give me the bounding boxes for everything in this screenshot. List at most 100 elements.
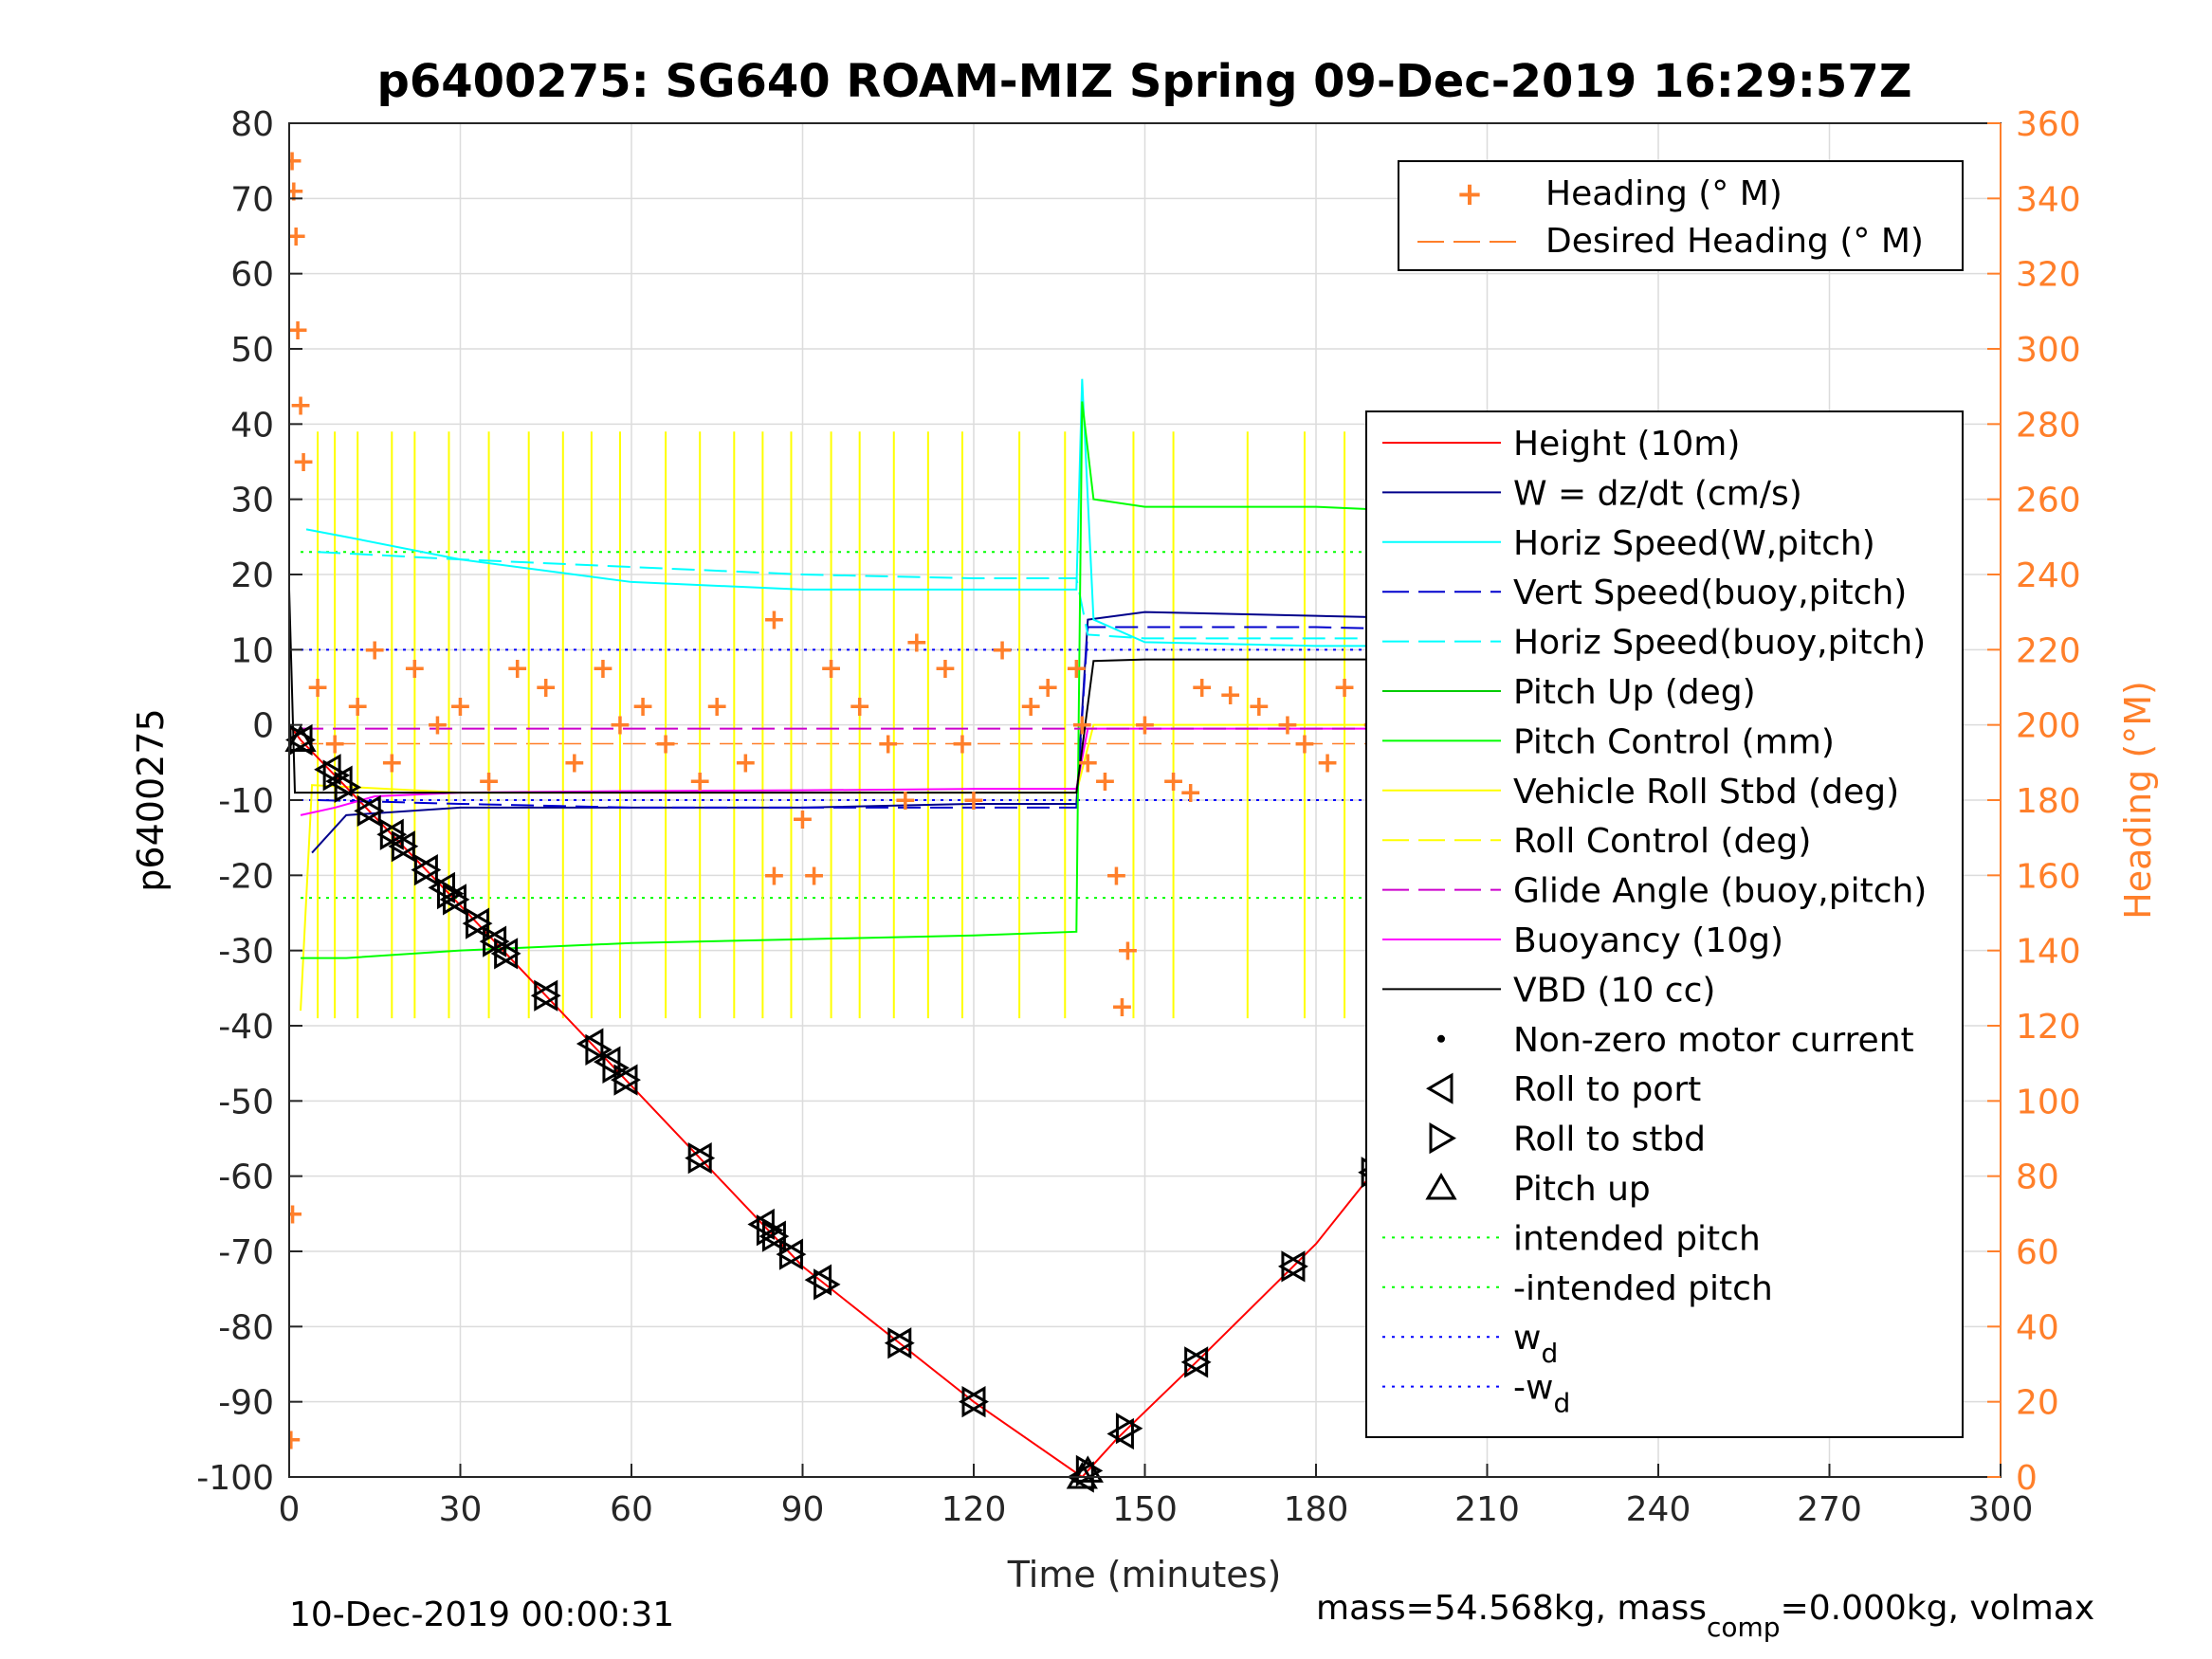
heading-marker: +	[1116, 935, 1140, 968]
heading-marker: +	[477, 765, 501, 798]
heading-marker: +	[1065, 652, 1088, 685]
heading-marker: +	[819, 652, 843, 685]
y-tick-label: 20	[230, 556, 274, 595]
roll-to-stbd-marker	[288, 723, 317, 757]
roll-to-stbd-marker	[442, 884, 470, 916]
heading-marker: +	[505, 652, 529, 685]
y2-tick-label: 80	[2016, 1158, 2059, 1197]
heading-marker: +	[762, 859, 786, 892]
legend-label: Roll to port	[1513, 1070, 1701, 1109]
roll-to-stbd-marker	[961, 1386, 989, 1418]
legend-label: -intended pitch	[1513, 1269, 1773, 1308]
heading-marker: +	[791, 803, 814, 836]
heading-legend: + Heading (° M) Desired Heading (° M)	[1398, 160, 1964, 271]
heading-marker: +	[281, 1197, 304, 1231]
heading-marker: +	[288, 390, 312, 423]
legend-label: Non-zero motor current	[1513, 1021, 1914, 1060]
x-tick-label: 240	[1626, 1490, 1691, 1529]
legend-label: W = dz/dt (cm/s)	[1513, 474, 1802, 513]
legend-label: Roll to stbd	[1513, 1121, 1706, 1159]
y-tick-label: -70	[218, 1233, 274, 1272]
x-tick-label: 210	[1454, 1490, 1520, 1529]
y2-ticks: 3603403203002802602402202001801601401201…	[1987, 105, 2081, 1498]
legend-label: wd	[1513, 1319, 1558, 1369]
legend-swatch	[1426, 1072, 1453, 1104]
heading-marker: +	[705, 690, 729, 723]
legend-label: Roll Control (deg)	[1513, 822, 1811, 861]
heading-marker-icon: +	[1456, 175, 1484, 213]
chart-title: p6400275: SG640 ROAM-MIZ Spring 09-Dec-2…	[376, 55, 1911, 108]
y2-tick-label: 200	[2016, 707, 2081, 746]
pitch-up-marker	[1071, 1455, 1104, 1483]
y2-tick-label: 240	[2016, 556, 2081, 595]
heading-marker: +	[734, 746, 758, 779]
legend-label: Buoyancy (10g)	[1513, 921, 1783, 960]
roll-to-stbd-marker	[585, 1033, 612, 1066]
y-tick-label: -20	[218, 857, 274, 896]
y2-tick-label: 20	[2016, 1384, 2059, 1423]
roll-to-stbd-marker	[494, 938, 521, 970]
pitch-up-marker	[284, 724, 317, 753]
roll-to-stbd-marker	[436, 877, 465, 910]
heading-marker: +	[762, 604, 786, 637]
roll-to-stbd-marker	[778, 1238, 807, 1270]
heading-marker: +	[1333, 671, 1357, 704]
x-axis-label: Time (minutes)	[1007, 1554, 1282, 1595]
y2-tick-label: 320	[2016, 256, 2081, 295]
legend-label: Horiz Speed(buoy,pitch)	[1513, 624, 1926, 663]
x-tick-label: 0	[279, 1490, 301, 1529]
heading-marker: +	[1133, 709, 1157, 742]
x-tick-label: 300	[1968, 1490, 2034, 1529]
y-tick-label: -40	[218, 1008, 274, 1047]
y2-tick-label: 180	[2016, 782, 2081, 821]
heading-marker: +	[1019, 690, 1043, 723]
y2-tick-label: 340	[2016, 180, 2081, 219]
y-tick-label: 50	[230, 331, 274, 370]
roll-to-stbd-marker	[887, 1327, 915, 1359]
heading-marker: +	[591, 652, 614, 685]
heading-marker: +	[802, 859, 826, 892]
footer-mass-main: mass=54.568kg, mass	[1316, 1589, 1707, 1628]
roll-to-stbd-marker	[413, 854, 442, 886]
legend-label: Pitch Up (deg)	[1513, 673, 1756, 712]
legend-swatch	[1437, 1034, 1445, 1043]
heading-marker: +	[363, 633, 387, 666]
main-legend: Height (10m) W = dz/dt (cm/s) Horiz Speed(…	[1365, 410, 1964, 1438]
x-tick-label: 90	[781, 1490, 825, 1529]
heading-marker: +	[1076, 746, 1100, 779]
legend-label: -wd	[1513, 1369, 1570, 1419]
roll-to-stbd-marker	[466, 907, 493, 939]
roll-to-stbd-marker	[687, 1142, 716, 1175]
heading-marker: +	[1179, 776, 1202, 810]
y-tick-label: 10	[230, 631, 274, 670]
heading-marker: +	[688, 765, 712, 798]
heading-marker: +	[961, 784, 985, 817]
y-tick-label: -10	[218, 782, 274, 821]
roll-to-stbd-marker	[613, 1064, 641, 1096]
y2-axis-label: Heading (°M)	[2117, 681, 2159, 920]
y-tick-label: 30	[230, 482, 274, 520]
heading-marker: +	[282, 174, 305, 208]
heading-marker: +	[950, 728, 974, 761]
y-tick-label: -80	[218, 1308, 274, 1347]
roll-to-stbd-marker	[356, 794, 385, 827]
heading-marker: +	[534, 671, 558, 704]
legend-swatch	[1429, 1121, 1456, 1155]
legend-label: Pitch Control (mm)	[1513, 722, 1835, 761]
heading-marker: +	[905, 626, 928, 659]
heading-marker: +	[1161, 765, 1185, 798]
heading-marker: +	[1218, 679, 1242, 712]
heading-marker: +	[380, 746, 404, 779]
x-tick-label: 270	[1797, 1490, 1862, 1529]
heading-marker: +	[323, 728, 347, 761]
y2-tick-label: 360	[2016, 105, 2081, 144]
main-legend-box	[1365, 410, 1964, 1438]
heading-marker: +	[284, 220, 308, 253]
heading-marker: +	[291, 446, 315, 479]
heading-marker: +	[1105, 859, 1128, 892]
y-tick-label: -50	[218, 1083, 274, 1121]
heading-marker: +	[1292, 728, 1316, 761]
heading-marker: +	[1247, 690, 1271, 723]
y-tick-label: 0	[252, 707, 274, 746]
